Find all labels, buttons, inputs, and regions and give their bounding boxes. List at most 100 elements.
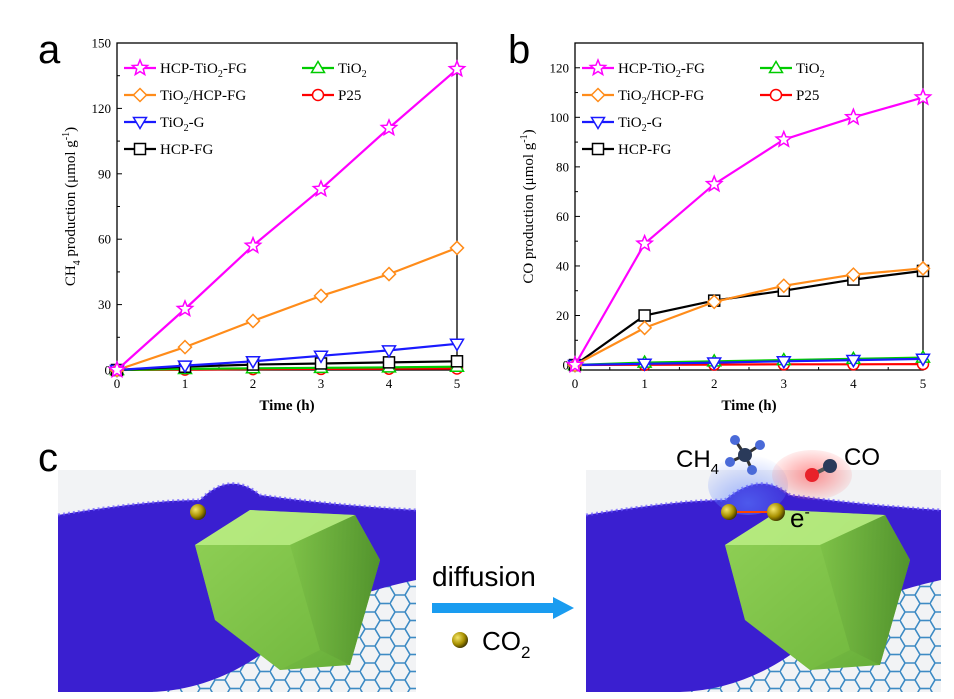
- series-line-TiO2: [116, 365, 458, 372]
- diffusion-label: diffusion: [432, 561, 536, 592]
- panel-label-c: c: [38, 436, 58, 480]
- y-tick-label: 100: [550, 110, 570, 125]
- legend-label: TiO2-G: [618, 115, 663, 134]
- data-point-HCP-TiO2-FG: [107, 359, 127, 379]
- co-molecule-icon: [805, 459, 837, 482]
- series-line-TiO2-G: [116, 342, 458, 372]
- scene-left: [57, 470, 417, 692]
- scene-right: CH4 CO e-: [585, 435, 942, 692]
- arrow-right-icon: [432, 597, 574, 619]
- legend-label: HCP-TiO2-FG: [160, 61, 247, 80]
- x-tick-label: 2: [250, 376, 257, 391]
- data-point-TiO2-G: [845, 354, 862, 369]
- data-point-HCP-TiO2-FG: [635, 233, 655, 252]
- data-point-TiO2/HCP-FG: [381, 266, 397, 282]
- legend-label: P25: [796, 88, 819, 104]
- x-tick-label: 1: [641, 376, 648, 391]
- y-tick-label: 40: [556, 258, 569, 273]
- legend-label: HCP-TiO2-FG: [618, 61, 705, 80]
- data-point-TiO2/HCP-FG: [706, 294, 722, 310]
- data-point-TiO2-G: [775, 356, 792, 370]
- data-point-HCP-TiO2-FG: [843, 107, 863, 126]
- data-point-HCP-TiO2-FG: [243, 235, 263, 254]
- data-point-TiO2-G: [706, 357, 723, 371]
- legend-marker-HCP-FG: [133, 142, 147, 156]
- electron-label: e-: [790, 503, 810, 533]
- data-point-HCP-TiO2-FG: [175, 299, 195, 318]
- x-axis-label: Time (h): [721, 398, 776, 414]
- x-tick-label: 0: [572, 376, 579, 391]
- y-tick-label: 0: [563, 358, 570, 373]
- chart-a: 0 1 2 3 4 5 0 30 60 90 120 150 Time (h) CH4 productio…: [61, 36, 467, 414]
- data-point-TiO2/HCP-FG: [313, 288, 329, 304]
- legend-label: TiO2/HCP-FG: [160, 88, 246, 107]
- data-point-TiO2-G: [313, 350, 329, 364]
- y-tick-label: 60: [98, 232, 111, 247]
- x-tick-label: 4: [386, 376, 393, 391]
- data-point-HCP-TiO2-FG: [311, 179, 331, 198]
- data-point-TiO2-G: [636, 358, 653, 372]
- legend-label: HCP-FG: [618, 142, 672, 158]
- data-point-TiO2/HCP-FG: [915, 260, 931, 276]
- series-line-TiO2/HCP-FG: [574, 267, 924, 366]
- y-axis-label: CH4 production (μmol g-1): [61, 127, 83, 286]
- legend: HCP-TiO2-FG TiO2/HCP-FG TiO2-G HCP-FG TiO2 P2…: [582, 57, 825, 158]
- y-tick-label: 0: [105, 363, 112, 378]
- series-line-HCP-FG: [574, 269, 924, 366]
- ch4-molecule-icon: [725, 435, 765, 475]
- data-point-TiO2/HCP-FG: [449, 240, 465, 256]
- y-tick-label: 80: [556, 159, 569, 174]
- y-tick-label: 150: [92, 36, 112, 51]
- data-point-HCP-TiO2-FG: [704, 174, 724, 193]
- legend-marker-TiO2-G: [590, 116, 606, 130]
- legend-marker-P25: [769, 88, 783, 102]
- data-point-HCP-TiO2-FG: [913, 87, 933, 106]
- legend-label: TiO2: [796, 61, 825, 80]
- series-line-HCP-TiO2-FG: [574, 96, 924, 366]
- panel-label-b: b: [508, 28, 531, 72]
- data-point-TiO2/HCP-FG: [845, 267, 861, 283]
- x-tick-label: 3: [781, 376, 788, 391]
- data-point-TiO2-G: [915, 353, 931, 367]
- y-tick-label: 120: [550, 60, 570, 75]
- data-point-HCP-TiO2-FG: [447, 59, 467, 78]
- legend-label: P25: [338, 88, 361, 104]
- y-axis-label: CO production (μmol g-1): [519, 129, 537, 283]
- series-line-TiO2/HCP-FG: [116, 246, 458, 372]
- legend-marker-TiO2/HCP-FG: [132, 87, 148, 103]
- panel-label-a: a: [38, 28, 61, 72]
- y-tick-label: 60: [556, 209, 569, 224]
- series-line-HCP-TiO2-FG: [116, 68, 458, 371]
- data-point-TiO2/HCP-FG: [776, 278, 792, 294]
- data-point-HCP-FG: [450, 355, 464, 368]
- chart-b: 0 1 2 3 4 5 0 20 40 60 80 100 120 Time (h) CO producti…: [519, 42, 933, 414]
- data-point-TiO2-G: [177, 360, 193, 374]
- co2-legend-label: CO2: [482, 626, 530, 662]
- y-tick-label: 20: [556, 308, 569, 323]
- data-point-TiO2/HCP-FG: [637, 320, 653, 336]
- legend-marker-HCP-TiO2-FG: [588, 57, 608, 77]
- co2-particle-2: [767, 503, 785, 521]
- x-tick-label: 5: [920, 376, 927, 391]
- data-point-TiO2/HCP-FG: [177, 339, 193, 355]
- legend-marker-HCP-TiO2-FG: [130, 57, 150, 77]
- x-axis-label: Time (h): [259, 398, 314, 414]
- data-point-HCP-TiO2-FG: [565, 354, 585, 374]
- legend-label: TiO2: [338, 61, 367, 80]
- data-point-TiO2-G: [245, 355, 261, 370]
- legend-label: TiO2/HCP-FG: [618, 88, 704, 107]
- legend-marker-P25: [311, 88, 325, 102]
- legend-label: TiO2-G: [160, 115, 205, 134]
- co2-molecule-icon: [190, 504, 206, 520]
- x-tick-label: 5: [454, 376, 461, 391]
- legend-marker-TiO2: [310, 60, 326, 74]
- legend-marker-HCP-FG: [591, 142, 605, 156]
- diffusion-arrow-group: diffusion CO2: [432, 561, 574, 662]
- x-tick-label: 4: [850, 376, 857, 391]
- legend-marker-TiO2-G: [132, 116, 148, 130]
- co-label: CO: [844, 444, 880, 471]
- x-tick-label: 3: [318, 376, 325, 391]
- legend-marker-TiO2: [768, 60, 784, 74]
